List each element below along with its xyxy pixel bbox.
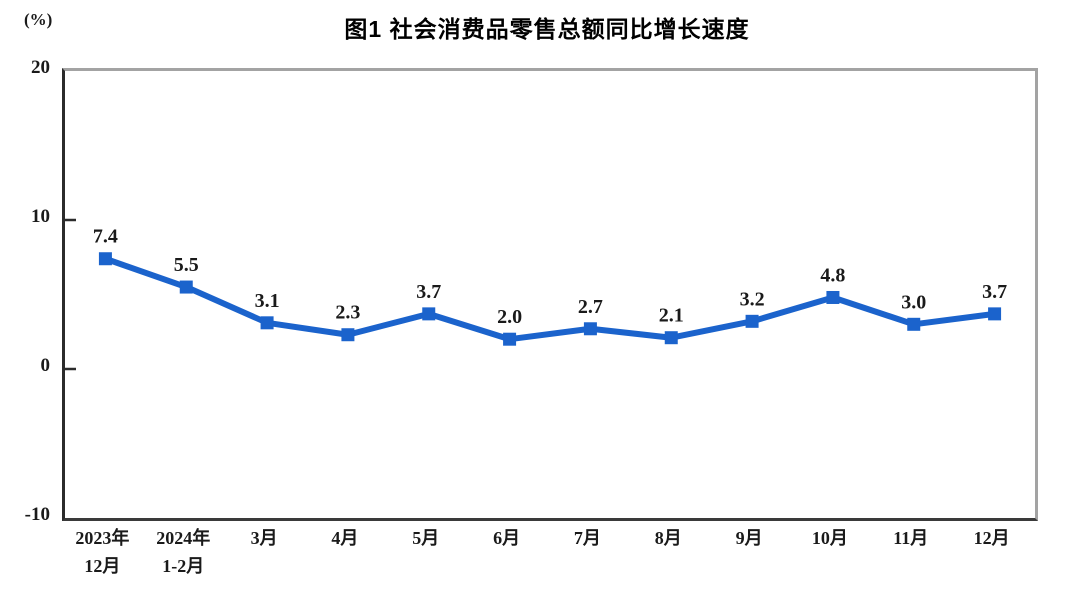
x-axis-label: 8月 — [654, 528, 682, 548]
data-point-marker — [664, 331, 678, 345]
y-tick-label: 10 — [31, 206, 50, 227]
data-point-label: 3.2 — [740, 288, 765, 310]
x-axis-label: 2023年 12月 — [75, 528, 130, 576]
data-point-label: 3.0 — [901, 291, 926, 313]
data-point-marker — [422, 307, 436, 321]
data-point-label: 3.7 — [982, 281, 1007, 303]
x-axis-label: 7月 — [573, 528, 601, 548]
plot-area: 7.4 5.5 3.1 2.3 3.7 2.0 2.7 2.1 3.2 4.8 3.0 3.7 — [62, 68, 1038, 521]
x-axis-label: 2024年 1-2月 — [156, 528, 211, 576]
x-axis-label: 3月 — [250, 528, 278, 548]
data-point-label: 2.0 — [497, 306, 522, 328]
data-point-marker — [179, 280, 193, 294]
data-point-marker — [503, 332, 517, 346]
x-axis-label: 5月 — [412, 528, 440, 548]
data-point-label: 2.3 — [335, 302, 360, 324]
data-point-marker — [260, 316, 274, 330]
y-tick-label: 20 — [31, 57, 50, 78]
data-line — [102, 255, 998, 343]
data-point-marker — [988, 307, 1002, 321]
y-axis-unit-label: (%) — [24, 10, 53, 29]
data-point-label: 4.8 — [820, 264, 845, 286]
y-tick-label: 0 — [40, 355, 51, 376]
data-point-label: 3.7 — [416, 281, 441, 303]
data-point-marker — [826, 290, 840, 304]
data-point-marker — [907, 317, 921, 331]
chart-title: 图1 社会消费品零售总额同比增长速度 — [344, 16, 750, 42]
x-axis-label: 4月 — [331, 528, 359, 548]
data-point-label: 2.7 — [578, 296, 603, 318]
data-point-marker — [583, 322, 597, 336]
data-point-label: 5.5 — [174, 254, 199, 276]
x-axis-label: 11月 — [893, 528, 929, 548]
data-point-marker — [98, 252, 112, 266]
x-axis-label: 6月 — [493, 528, 521, 548]
x-axis-label: 10月 — [811, 528, 848, 548]
data-point-label: 3.1 — [255, 290, 280, 312]
data-point-marker — [745, 314, 759, 328]
data-point-label: 7.4 — [93, 226, 118, 248]
data-point-marker — [341, 328, 355, 342]
y-tick-label: -10 — [24, 504, 50, 525]
data-point-label: 2.1 — [659, 305, 684, 327]
line-chart-svg: 7.4 5.5 3.1 2.3 3.7 2.0 2.7 2.1 3.2 4.8 3.0 3.7 — [65, 218, 1007, 371]
x-axis-label: 12月 — [973, 528, 1010, 548]
x-axis-label: 9月 — [735, 528, 763, 548]
